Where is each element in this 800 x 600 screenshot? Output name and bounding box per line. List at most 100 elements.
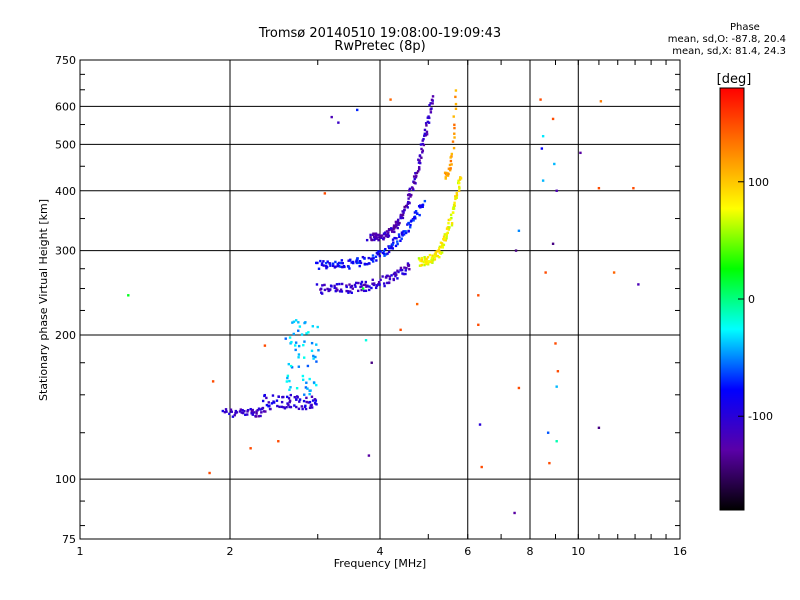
- data-point: [398, 235, 401, 239]
- data-point: [445, 237, 448, 240]
- data-point: [310, 395, 314, 398]
- data-point: [454, 89, 458, 92]
- data-point: [288, 388, 291, 392]
- data-point: [284, 337, 287, 340]
- data-point: [305, 396, 308, 400]
- data-point: [417, 158, 420, 161]
- data-point: [449, 156, 452, 159]
- data-point: [320, 263, 324, 267]
- data-point: [382, 249, 386, 253]
- data-point: [265, 396, 268, 400]
- data-point: [414, 210, 418, 213]
- data-point: [385, 230, 389, 233]
- data-point: [371, 254, 375, 257]
- data-point: [394, 271, 397, 274]
- data-point: [382, 236, 386, 239]
- data-point: [400, 237, 403, 240]
- data-point: [453, 201, 456, 205]
- data-point: [423, 263, 426, 267]
- data-point: [417, 166, 421, 169]
- data-point: [382, 282, 386, 285]
- data-point: [360, 280, 364, 284]
- data-point: [304, 404, 307, 408]
- data-point: [388, 277, 392, 281]
- data-point: [367, 256, 370, 260]
- colorbar-ticks: 100 0 -100: [738, 176, 773, 423]
- data-point: [372, 232, 375, 235]
- data-point: [429, 102, 432, 105]
- data-point: [447, 228, 451, 231]
- data-point: [514, 249, 518, 252]
- data-point: [408, 268, 411, 271]
- data-point: [309, 404, 313, 407]
- data-point: [426, 260, 429, 264]
- data-point: [349, 286, 352, 289]
- data-point: [286, 395, 289, 399]
- data-point: [424, 260, 428, 263]
- data-point: [399, 239, 402, 243]
- data-point: [396, 242, 399, 246]
- data-point: [317, 349, 320, 352]
- data-point: [439, 252, 443, 255]
- data-point: [252, 411, 256, 414]
- data-point: [442, 243, 446, 247]
- data-point: [295, 405, 298, 409]
- data-point: [418, 213, 421, 217]
- data-point: [241, 408, 244, 412]
- data-point: [438, 245, 442, 249]
- data-point: [261, 399, 265, 403]
- data-point: [407, 264, 410, 268]
- data-point: [477, 294, 480, 297]
- data-point: [513, 511, 516, 515]
- data-point: [257, 407, 261, 410]
- data-point: [335, 287, 338, 290]
- data-point: [373, 282, 376, 285]
- data-point: [360, 288, 363, 292]
- data-point: [377, 236, 380, 239]
- data-point: [404, 231, 408, 235]
- data-point: [336, 264, 339, 268]
- data-point: [308, 400, 312, 404]
- data-point: [447, 222, 450, 225]
- x-tick-label: 16: [673, 545, 687, 558]
- data-point: [322, 260, 325, 263]
- colorbar-tick-label: 0: [748, 293, 755, 306]
- data-point: [288, 400, 291, 404]
- data-point: [478, 423, 482, 426]
- data-point: [239, 408, 243, 411]
- data-point: [322, 264, 325, 267]
- data-point: [304, 386, 308, 389]
- data-point: [434, 251, 437, 254]
- data-point: [346, 290, 350, 293]
- data-point: [355, 108, 359, 112]
- x-axis-label: Frequency [MHz]: [334, 557, 426, 570]
- data-point: [378, 254, 382, 258]
- data-point: [315, 283, 319, 286]
- data-point: [390, 274, 393, 277]
- data-point: [228, 412, 231, 416]
- data-point: [370, 238, 374, 242]
- data-point: [540, 147, 544, 150]
- data-point: [357, 281, 360, 285]
- data-point: [383, 284, 386, 288]
- data-point: [435, 250, 439, 253]
- data-point: [254, 415, 258, 418]
- data-point: [337, 264, 341, 268]
- data-point: [240, 411, 243, 414]
- data-point: [387, 245, 390, 248]
- data-point: [406, 202, 410, 205]
- data-point: [404, 269, 407, 272]
- data-point: [430, 107, 433, 110]
- data-point: [305, 381, 308, 384]
- data-point: [365, 238, 369, 242]
- y-tick-label: 75: [62, 533, 76, 546]
- data-point: [359, 282, 363, 285]
- data-point: [355, 258, 358, 262]
- data-point: [453, 132, 456, 135]
- data-point: [399, 328, 402, 332]
- data-point: [374, 255, 378, 258]
- phase-o-stats: mean, sd,O: -87.8, 20.4: [667, 34, 786, 45]
- data-point: [289, 386, 292, 389]
- data-point: [280, 405, 284, 409]
